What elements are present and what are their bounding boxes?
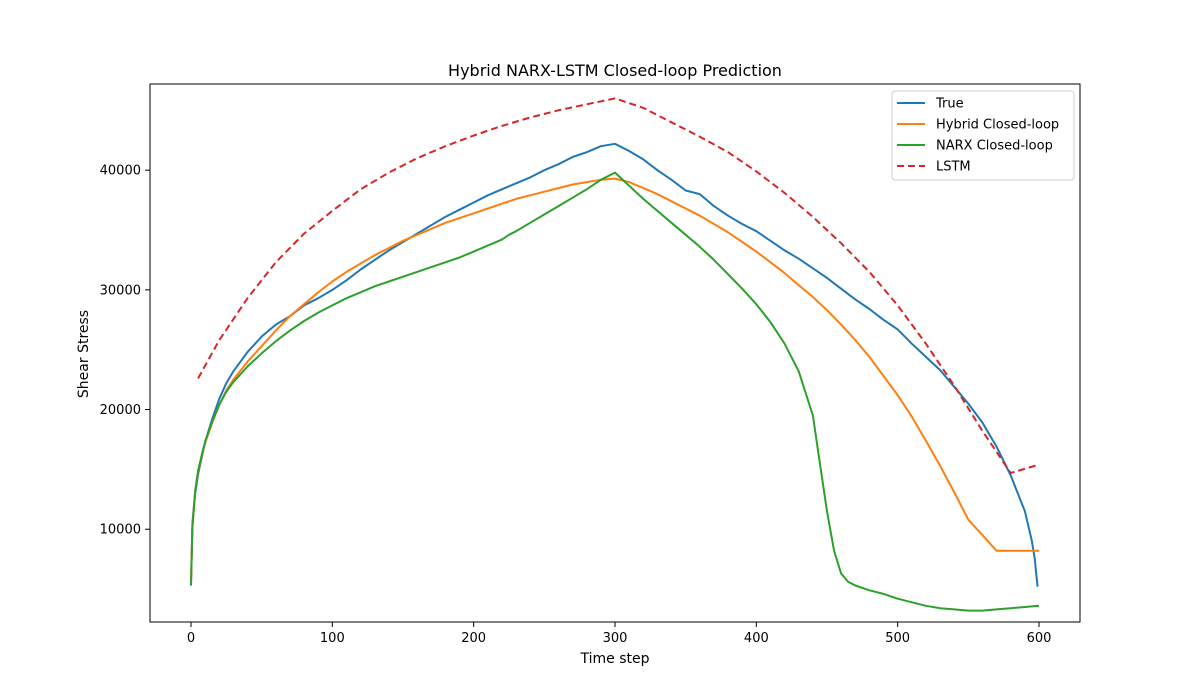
series-layer — [190, 97, 1040, 612]
legend-label: NARX Closed-loop — [936, 139, 1053, 154]
x-tick-label: 0 — [187, 631, 195, 646]
x-tick-label: 600 — [1027, 631, 1052, 646]
x-tick-label: 500 — [885, 631, 910, 646]
axes-layer: 0 100 200 300 400 500 600 10000 20000 30000 40000 — [100, 83, 1081, 646]
x-tick-label: 300 — [603, 631, 628, 646]
chart-title: Hybrid NARX-LSTM Closed-loop Prediction — [448, 61, 782, 80]
legend-label: LSTM — [936, 160, 971, 175]
legend-box — [891, 90, 1075, 181]
y-tick-label: 20000 — [100, 403, 141, 418]
x-axis-label: Time step — [580, 651, 650, 667]
y-tick-label: 40000 — [100, 164, 141, 179]
legend-label: Hybrid Closed-loop — [936, 118, 1059, 133]
y-tick-label: 10000 — [100, 523, 141, 538]
series-line-hybrid-closed-loop — [190, 177, 1039, 582]
x-tick-label: 400 — [744, 631, 769, 646]
legend: True Hybrid Closed-loop NARX Closed-loop LS… — [891, 90, 1075, 181]
series-line-narx-closed-loop — [190, 171, 1040, 612]
x-tick-label: 200 — [461, 631, 486, 646]
legend-label: True — [935, 97, 964, 112]
series-line-lstm — [197, 97, 1040, 474]
y-axis-label: Shear Stress — [76, 310, 92, 398]
x-tick-label: 100 — [320, 631, 345, 646]
y-tick-label: 30000 — [100, 283, 141, 298]
series-line-true — [190, 142, 1039, 587]
